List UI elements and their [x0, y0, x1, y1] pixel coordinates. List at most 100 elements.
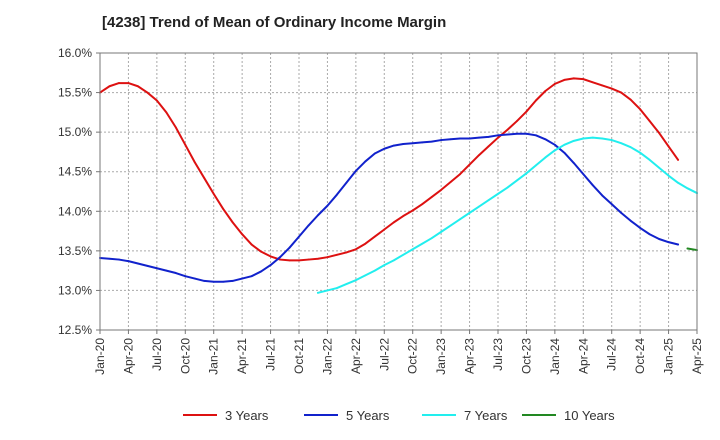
- data-point: [487, 199, 490, 202]
- data-point: [667, 145, 670, 148]
- x-tick-label: Apr-24: [576, 338, 590, 374]
- data-point: [487, 145, 490, 148]
- data-point: [553, 143, 556, 146]
- data-point: [591, 136, 594, 139]
- data-point: [677, 158, 679, 161]
- x-tick-label: Jul-24: [605, 338, 619, 371]
- data-point: [620, 91, 623, 94]
- x-tick-label: Apr-23: [463, 338, 477, 374]
- y-tick-label: 15.5%: [58, 86, 92, 100]
- data-point: [516, 120, 518, 122]
- data-point: [658, 166, 660, 169]
- axes: 12.5% 13.0% 13.5% 14.0% 14.5% 15.0% 15.5% 16.0%…: [58, 46, 704, 375]
- data-point: [639, 227, 642, 229]
- data-point: [497, 192, 499, 195]
- data-point: [364, 274, 367, 277]
- data-point: [648, 233, 651, 236]
- data-point: [317, 291, 319, 294]
- data-point: [241, 277, 244, 280]
- x-tick-label: Oct-21: [292, 338, 306, 374]
- data-point: [118, 258, 120, 261]
- data-point: [165, 111, 168, 114]
- data-point: [336, 287, 338, 289]
- data-point: [591, 81, 594, 84]
- data-point: [354, 248, 357, 251]
- data-point: [639, 108, 642, 111]
- data-point: [430, 140, 433, 143]
- data-point: [421, 203, 424, 206]
- y-tick-label: 15.0%: [58, 125, 92, 139]
- data-point: [544, 156, 547, 159]
- data-point: [468, 211, 471, 214]
- data-point: [440, 139, 443, 141]
- data-point: [317, 257, 319, 260]
- data-point: [497, 136, 499, 139]
- x-tick-label: Apr-22: [349, 338, 363, 374]
- x-tick-label: Jul-21: [264, 338, 278, 371]
- data-point: [364, 160, 367, 163]
- data-point: [535, 164, 537, 167]
- data-point: [373, 235, 376, 238]
- data-point: [193, 161, 196, 164]
- data-point: [468, 163, 471, 166]
- data-point: [658, 238, 660, 240]
- data-point: [307, 224, 310, 227]
- grid: [100, 53, 697, 330]
- data-point: [478, 136, 480, 139]
- data-point: [345, 251, 348, 254]
- data-point: [212, 280, 215, 283]
- data-point: [146, 264, 149, 267]
- data-point: [326, 256, 329, 259]
- y-tick-label: 12.5%: [58, 323, 92, 337]
- legend-label: 3 Years: [225, 408, 269, 423]
- x-tick-label: Oct-24: [633, 338, 647, 374]
- x-tick-label: Apr-25: [690, 338, 704, 374]
- x-tick-label: Jan-23: [434, 338, 448, 375]
- data-point: [506, 133, 509, 136]
- data-point: [639, 151, 642, 154]
- data-point: [459, 173, 461, 175]
- data-point: [411, 209, 414, 212]
- data-point: [392, 144, 395, 147]
- data-point: [582, 78, 585, 81]
- data-point: [525, 110, 528, 113]
- data-point: [174, 272, 177, 274]
- data-point: [108, 257, 111, 260]
- data-point: [212, 192, 215, 195]
- legend-label: 10 Years: [564, 408, 615, 423]
- data-point: [108, 85, 111, 88]
- data-point: [563, 143, 566, 146]
- data-point: [563, 79, 566, 81]
- data-point: [686, 247, 689, 250]
- data-point: [326, 289, 329, 292]
- x-tick-label: Jul-20: [150, 338, 164, 371]
- data-point: [572, 139, 575, 142]
- data-point: [354, 279, 357, 282]
- data-point: [354, 170, 357, 172]
- data-point: [658, 132, 660, 134]
- data-point: [336, 253, 338, 256]
- data-point: [459, 137, 461, 140]
- data-point: [430, 237, 433, 240]
- x-tick-label: Jul-23: [491, 338, 505, 371]
- data-point: [269, 255, 272, 258]
- data-point: [155, 99, 158, 102]
- data-point: [231, 221, 234, 224]
- x-tick-label: Jan-21: [207, 338, 221, 375]
- data-point: [610, 139, 613, 141]
- data-point: [497, 134, 499, 137]
- data-point: [392, 259, 395, 262]
- data-point: [421, 141, 424, 144]
- data-point: [345, 181, 348, 184]
- data-point: [601, 84, 604, 87]
- data-point: [686, 187, 689, 190]
- data-point: [430, 196, 433, 198]
- data-point: [137, 262, 139, 265]
- data-point: [411, 142, 414, 145]
- data-point: [326, 204, 329, 207]
- data-point: [250, 275, 253, 278]
- data-point: [449, 138, 452, 141]
- data-point: [279, 256, 281, 259]
- data-point: [610, 203, 613, 206]
- data-point: [421, 242, 424, 245]
